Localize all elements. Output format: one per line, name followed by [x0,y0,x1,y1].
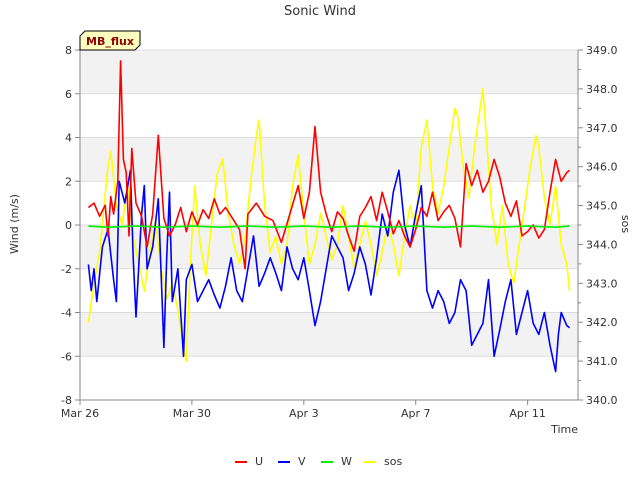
x-tick-label: Mar 30 [173,407,211,420]
y-tick-label: -8 [61,394,72,407]
x-tick-label: Mar 26 [61,407,99,420]
grid-band [80,312,578,357]
series-layer [87,60,571,373]
x-axis-label: Time [550,423,578,436]
legend-label-sos: sos [384,455,402,468]
y-tick-label: 4 [65,132,72,145]
grid-band [80,50,578,94]
axes: -8 -6 -4 -2 0 2 4 6 8 340.0 341.0 342.0 343.0 344.0 34… [61,44,618,420]
y-axis-label: Wind (m/s) [8,194,21,254]
legend-label-v: V [298,455,306,468]
y2-tick-label: 345.0 [586,200,618,213]
y2-tick-label: 343.0 [586,277,618,290]
series-line-u [87,60,571,270]
y-tick-label: 2 [65,175,72,188]
y-tick-label: -2 [61,263,72,276]
badge-label: MB_flux [86,35,134,48]
grid-band [80,93,578,138]
y-tick-label: 0 [65,219,72,232]
series-line-v [87,169,571,373]
x-tick-label: Apr 7 [401,407,431,420]
y2-tick-label: 349.0 [586,44,618,57]
y2-tick-label: 340.0 [586,394,618,407]
y-tick-label: -6 [61,350,72,363]
y2-axis-label: sos [619,215,632,233]
y2-tick-label: 348.0 [586,83,618,96]
y2-tick-label: 347.0 [586,122,618,135]
y-tick-label: 8 [65,44,72,57]
y2-tick-label: 342.0 [586,316,618,329]
y2-tick-label: 346.0 [586,161,618,174]
y2-tick-label: 341.0 [586,355,618,368]
x-tick-label: Apr 11 [509,407,546,420]
x-tick-label: Apr 3 [289,407,319,420]
series-line-w [88,225,570,228]
y-tick-label: 6 [65,88,72,101]
y2-tick-label: 344.0 [586,238,618,251]
badge-box [79,30,141,51]
grid-band [80,356,578,400]
grid-band [80,268,578,313]
legend-label-u: U [255,455,263,468]
chart-title: Sonic Wind [284,4,356,19]
y-tick-label: -4 [61,307,72,320]
grid-band [80,137,578,182]
station-badge: MB_flux [79,30,141,51]
legend-label-w: W [341,455,352,468]
